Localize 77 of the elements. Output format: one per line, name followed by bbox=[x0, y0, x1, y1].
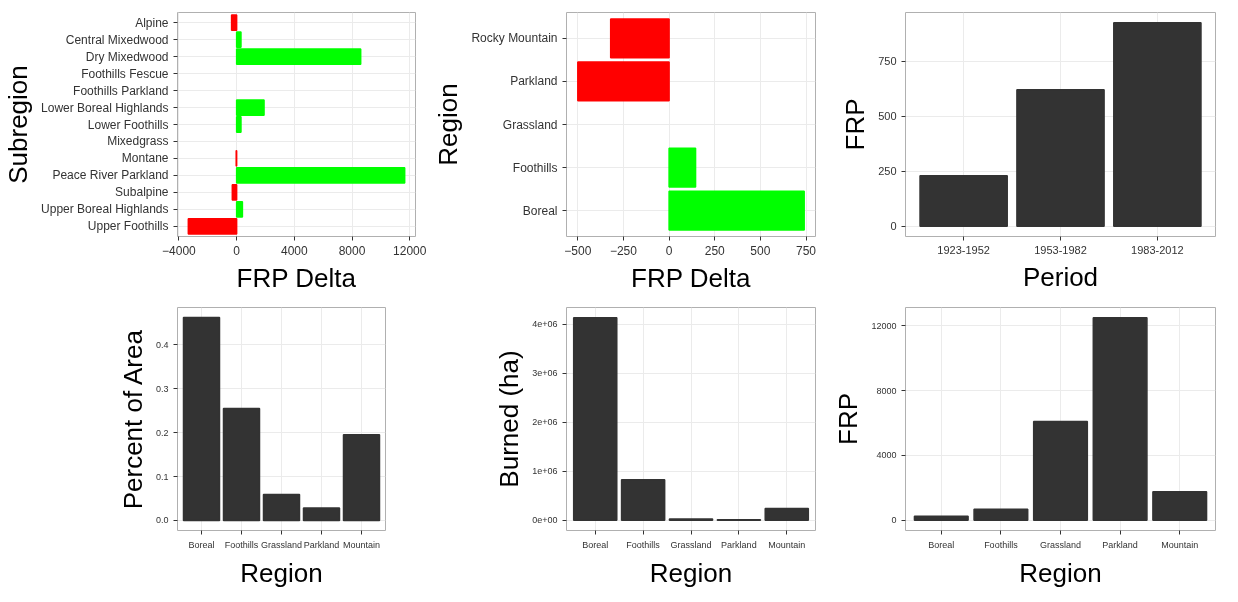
x-tick-label: Foothills bbox=[224, 539, 259, 550]
x-tick-label: 4000 bbox=[280, 243, 309, 258]
y-tick-label: 0e+00 bbox=[532, 515, 558, 526]
x-tick-label: Mountain bbox=[1161, 539, 1199, 550]
y-tick-label: Peace River Parkland bbox=[52, 168, 169, 183]
y-tick-label: Mixedgrass bbox=[107, 134, 169, 149]
y-tick-label: 0.4 bbox=[155, 339, 169, 350]
x-tick-label: Parkland bbox=[721, 539, 757, 550]
x-tick-label: Mountain bbox=[342, 539, 381, 550]
y-tick-label: Foothills bbox=[512, 160, 558, 175]
y-tick-label: Dry Mixedwood bbox=[85, 49, 169, 64]
x-tick-label: 750 bbox=[796, 243, 817, 258]
y-tick-label: Upper Boreal Highlands bbox=[41, 202, 169, 217]
x-tick-label: Foothills bbox=[626, 539, 661, 550]
x-tick-label: −250 bbox=[609, 243, 638, 258]
y-tick-label: 1e+06 bbox=[532, 466, 558, 477]
x-tick-label: Grassland bbox=[1039, 539, 1082, 550]
x-tick-label: Foothills bbox=[984, 539, 1019, 550]
x-tick-label: Mountain bbox=[768, 539, 806, 550]
y-tick-label: 0.1 bbox=[155, 471, 169, 482]
y-tick-label: Subalpine bbox=[115, 185, 169, 200]
x-tick-label: Boreal bbox=[188, 539, 215, 550]
y-tick-label: 4000 bbox=[876, 450, 897, 461]
y-tick-label: Lower Foothills bbox=[87, 117, 169, 132]
y-tick-label: Grassland bbox=[502, 117, 558, 132]
y-axis-title: Burned (ha) bbox=[494, 350, 525, 488]
y-axis-title: Percent of Area bbox=[117, 329, 148, 510]
x-tick-label: Parkland bbox=[1102, 539, 1138, 550]
y-tick-label: 3e+06 bbox=[532, 368, 558, 379]
y-tick-label: 0 bbox=[891, 515, 897, 526]
y-tick-label: 2e+06 bbox=[532, 417, 558, 428]
x-tick-label: 1923-1952 bbox=[937, 243, 990, 256]
y-tick-label: Parkland bbox=[510, 74, 558, 89]
y-axis-title: Region bbox=[433, 83, 464, 166]
x-axis-title: Region bbox=[649, 557, 733, 588]
x-tick-label: Grassland bbox=[670, 539, 712, 550]
x-tick-label: Boreal bbox=[582, 539, 609, 550]
y-tick-label: Boreal bbox=[522, 203, 558, 218]
y-tick-label: Montane bbox=[121, 151, 169, 166]
x-tick-label: −4000 bbox=[162, 243, 197, 258]
x-tick-label: 250 bbox=[704, 243, 726, 258]
x-tick-label: 1953-1982 bbox=[1034, 243, 1087, 256]
y-tick-label: 12000 bbox=[871, 320, 897, 331]
x-tick-label: 12000 bbox=[393, 243, 427, 258]
x-tick-label: 8000 bbox=[338, 243, 366, 258]
x-tick-label: Grassland bbox=[260, 539, 303, 550]
y-tick-label: Central Mixedwood bbox=[65, 32, 169, 47]
y-tick-label: 4e+06 bbox=[532, 319, 558, 330]
x-axis-title: Region bbox=[1019, 557, 1102, 588]
y-tick-label: Foothills Fescue bbox=[81, 66, 169, 81]
y-tick-label: 250 bbox=[878, 165, 897, 178]
y-tick-label: 8000 bbox=[876, 385, 897, 396]
y-tick-label: Foothills Parkland bbox=[73, 83, 169, 98]
y-tick-label: 500 bbox=[878, 110, 897, 123]
x-axis-title: FRP Delta bbox=[236, 262, 357, 293]
x-tick-label: 0 bbox=[665, 243, 673, 258]
y-tick-label: 0.3 bbox=[155, 383, 169, 394]
y-tick-label: Lower Boreal Highlands bbox=[41, 100, 169, 115]
x-tick-label: 500 bbox=[750, 243, 771, 258]
x-axis-title: Period bbox=[1022, 261, 1099, 292]
x-tick-label: 1983-2012 bbox=[1131, 243, 1184, 256]
x-tick-label: Boreal bbox=[928, 539, 955, 550]
y-tick-label: 0.2 bbox=[155, 427, 169, 438]
x-tick-label: Parkland bbox=[303, 539, 340, 550]
x-tick-label: −500 bbox=[564, 243, 592, 258]
y-axis-title: FRP bbox=[833, 393, 864, 445]
y-tick-label: Alpine bbox=[135, 15, 169, 30]
x-axis-title: Region bbox=[240, 557, 323, 588]
x-tick-label: 0 bbox=[233, 243, 241, 258]
y-tick-label: Upper Foothills bbox=[87, 219, 169, 234]
y-tick-label: 750 bbox=[878, 55, 897, 68]
x-axis-title: FRP Delta bbox=[631, 262, 752, 293]
y-axis-title: FRP bbox=[840, 98, 871, 151]
y-axis-title: Subregion bbox=[3, 65, 34, 184]
y-tick-label: Rocky Mountain bbox=[471, 31, 558, 46]
y-tick-label: 0 bbox=[890, 220, 897, 233]
y-tick-label: 0.0 bbox=[155, 515, 169, 526]
